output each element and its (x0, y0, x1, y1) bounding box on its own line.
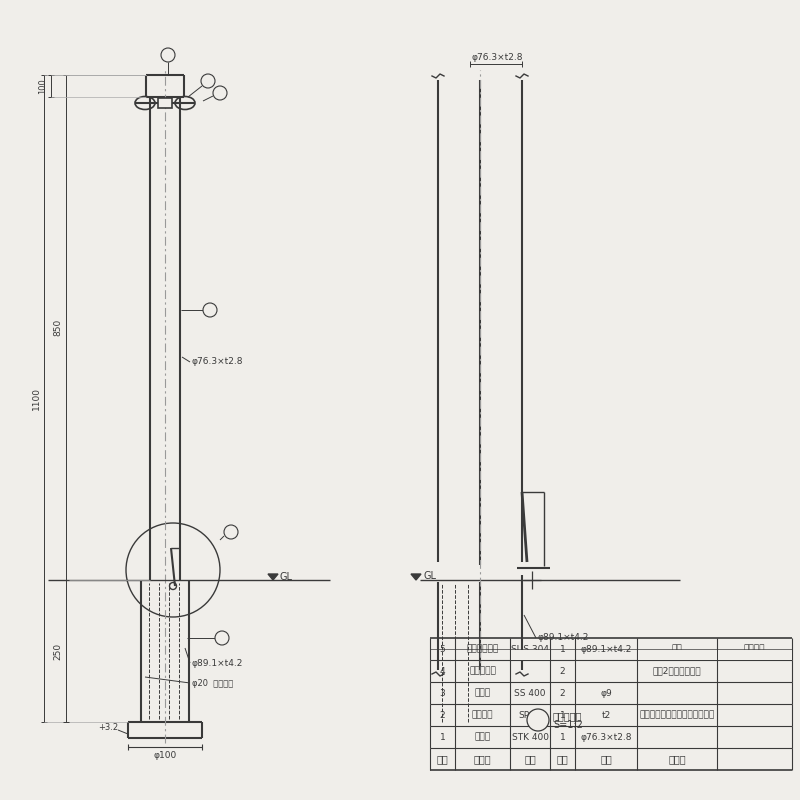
Circle shape (527, 709, 549, 731)
Text: 止名シール: 止名シール (469, 666, 496, 675)
Circle shape (224, 525, 238, 539)
Bar (638, 650, 717, 659)
Text: 部　詳細図: 部 詳細図 (553, 711, 582, 721)
Text: φ89.1×t4.2: φ89.1×t4.2 (192, 658, 243, 667)
Text: 1: 1 (440, 733, 446, 742)
Text: 2: 2 (560, 666, 566, 675)
Text: 5: 5 (440, 645, 446, 654)
Text: φ20  木栓８本: φ20 木栓８本 (192, 678, 234, 687)
Text: 電気亜邉メッキ後、焼付け途装: 電気亜邉メッキ後、焼付け途装 (639, 710, 714, 719)
Text: 1: 1 (560, 710, 566, 719)
Text: 支　柱: 支 柱 (474, 733, 490, 742)
Text: イエロー: イエロー (744, 645, 766, 654)
Text: φ9: φ9 (600, 689, 612, 698)
Text: STK 400: STK 400 (511, 733, 549, 742)
Text: 品　名: 品 名 (474, 754, 491, 764)
Text: A: A (228, 527, 234, 537)
Circle shape (203, 303, 217, 317)
Text: 4: 4 (205, 77, 211, 86)
Text: 5: 5 (219, 634, 225, 642)
Text: φ89.1×t4.2: φ89.1×t4.2 (538, 634, 590, 642)
Circle shape (213, 86, 227, 100)
Circle shape (161, 48, 175, 62)
Text: 1: 1 (560, 645, 566, 654)
Text: 表裏2箇所貼り付け: 表裏2箇所貼り付け (653, 666, 702, 675)
Text: φ76.3×t2.8: φ76.3×t2.8 (472, 54, 523, 62)
Bar (158, 98, 172, 108)
Text: 1: 1 (207, 306, 213, 314)
Text: ケース: ケース (669, 650, 685, 659)
Bar (510, 650, 550, 659)
Text: t2: t2 (602, 710, 610, 719)
Polygon shape (268, 574, 278, 580)
Text: SS 400: SS 400 (514, 689, 546, 698)
Text: フタ付き活管: フタ付き活管 (466, 645, 498, 654)
Text: 備　考: 備 考 (668, 754, 686, 764)
Text: 2: 2 (560, 689, 566, 698)
Text: 3: 3 (440, 689, 446, 698)
Text: 850: 850 (54, 319, 62, 336)
Text: 250: 250 (54, 642, 62, 659)
Text: 個数: 個数 (557, 754, 568, 764)
Text: SPCC: SPCC (518, 710, 542, 719)
Text: SGP: SGP (521, 650, 539, 659)
Text: GL: GL (280, 572, 293, 582)
Text: S=1:2: S=1:2 (553, 720, 583, 730)
Circle shape (215, 631, 229, 645)
Text: 番号: 番号 (437, 754, 448, 764)
Text: GL: GL (423, 571, 436, 581)
Text: 1100: 1100 (31, 387, 41, 410)
Text: φ100: φ100 (154, 750, 177, 759)
Bar (718, 650, 791, 659)
Text: 材質: 材質 (524, 754, 536, 764)
Text: φ76.3×t2.8: φ76.3×t2.8 (192, 358, 243, 366)
Text: 石粉香辺塗り: 石粉香辺塗り (739, 650, 770, 659)
Text: SUS 304: SUS 304 (511, 645, 549, 654)
Circle shape (201, 74, 215, 88)
Text: フック: フック (474, 689, 490, 698)
Text: 規格: 規格 (600, 754, 612, 764)
Text: 100: 100 (38, 78, 47, 94)
Text: 1: 1 (560, 733, 566, 742)
Text: 2: 2 (165, 50, 171, 59)
Polygon shape (411, 574, 421, 580)
Text: キャップ: キャップ (472, 710, 494, 719)
Text: φ76.3×t2.8: φ76.3×t2.8 (580, 733, 632, 742)
Text: 3: 3 (217, 89, 223, 98)
Text: 2: 2 (440, 710, 446, 719)
Text: 4: 4 (440, 666, 446, 675)
Text: フタ: フタ (672, 645, 682, 654)
Text: φ89.1×t4.2: φ89.1×t4.2 (580, 645, 632, 654)
Text: +3.2: +3.2 (98, 723, 118, 733)
